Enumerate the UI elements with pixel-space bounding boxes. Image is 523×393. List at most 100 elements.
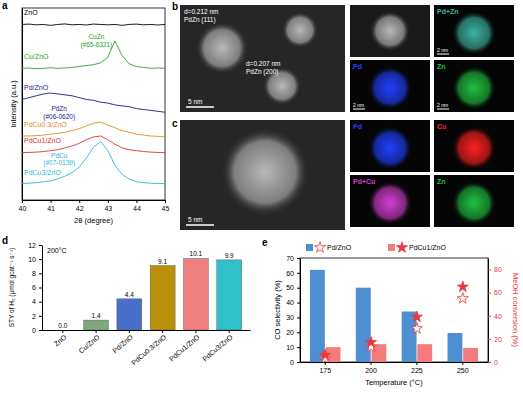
micrograph-panel: c5 nmPdCuPd+CuZn [172, 118, 514, 230]
annotation: PdZn [51, 105, 67, 112]
scale-bar [186, 106, 214, 108]
y2-axis-tick-label: 60 [494, 289, 502, 296]
bar [448, 333, 463, 362]
y-axis-tick: 70 [286, 255, 300, 262]
y-axis-title: Intensity (a.u.) [9, 80, 18, 128]
y-axis-tick-label: 70 [286, 255, 294, 262]
x-axis-tick-mark [79, 200, 80, 203]
x-axis-tick-label: 175 [319, 367, 331, 374]
x-axis-tick-mark [136, 200, 137, 203]
eds-signal [452, 126, 496, 170]
y-axis-tick-mark [297, 317, 300, 318]
x-axis-tick-mark [96, 330, 97, 333]
eds-signal [368, 126, 412, 170]
x-axis-tick-label: 250 [457, 367, 469, 374]
x-axis-tick-label: PdCu0.3/ZnO [130, 333, 168, 366]
panel-label: d [2, 235, 8, 246]
y2-axis-tick: 0 [488, 359, 498, 366]
annotation: (#07-0139) [43, 159, 75, 167]
x-axis: ZnOCu/ZnOPd/ZnOPdCu0.3/ZnOPdCu1/ZnOPdCu3… [43, 330, 251, 366]
x-axis-tick: 43 [104, 200, 112, 212]
series-label: Cu/ZnO [24, 53, 49, 60]
panel: a404142434445ZnOCu/ZnOPd/ZnOPdCu0.3/ZnOP… [2, 0, 169, 225]
plot-marks [84, 258, 242, 330]
series-line [22, 136, 165, 152]
panel: e175200225250010203040506070020406080Pd/… [262, 237, 520, 387]
x-axis-tick: 175 [319, 362, 331, 374]
star-marker [457, 281, 468, 292]
particle [282, 12, 318, 48]
x-axis-tick-mark [416, 362, 417, 365]
legend: Pd/ZnOPdCu1/ZnO [306, 242, 447, 253]
map-title: Zn [437, 63, 446, 70]
particle [370, 11, 410, 51]
y-axis-tick-mark [39, 259, 42, 260]
y-axis-tick: 6 [32, 284, 42, 291]
y-axis-tick-label: 40 [286, 299, 294, 306]
y-axis-tick-mark [297, 332, 300, 333]
bar [183, 258, 208, 330]
x-axis-tick-label: 40 [19, 205, 27, 212]
eds-signal [368, 66, 412, 110]
micrograph-panel: bd=0.212 nmPdZn (111)d=0.207 nmPdZn (200… [172, 1, 514, 112]
map-scale-label: 2 nm [437, 102, 448, 108]
annotation: (#65-6321) [80, 41, 112, 49]
series-label: Pd/ZnO [24, 84, 49, 91]
y-axis-tick: 2 [32, 313, 42, 320]
y-axis-tick-mark [297, 273, 300, 274]
y-axis-title: CO selectivity (%) [273, 280, 282, 340]
x-axis-tick-mark [325, 362, 326, 365]
y-axis-tick: 8 [32, 270, 42, 277]
scale-bar [186, 224, 214, 226]
x-axis-tick-label: 225 [411, 367, 423, 374]
plot-frame [300, 258, 488, 362]
x-axis-tick: PdCu1/ZnO [168, 330, 201, 363]
tem-image [180, 120, 345, 230]
data-label: 10.1 [190, 250, 203, 257]
x-axis-tick-label: 42 [76, 205, 84, 212]
x-axis-tick: Pd/ZnO [111, 330, 134, 354]
particle [221, 128, 309, 216]
y-axis-tick-label: 30 [286, 314, 294, 321]
eds-map [350, 60, 430, 112]
panel-label: b [172, 1, 178, 12]
x-axis-tick-label: PdCu3/ZnO [201, 333, 234, 362]
y-axis-tick: 40 [286, 299, 300, 306]
y2-axis-tick-label: 0 [494, 359, 498, 366]
y-axis-line [42, 246, 43, 331]
y2-axis: 020406080 [488, 259, 502, 366]
x-axis-tick-label: PdCu1/ZnO [168, 333, 201, 362]
x-axis-tick: 44 [133, 200, 141, 212]
y-axis-tick: 4 [32, 298, 42, 305]
x-axis-tick-mark [129, 330, 130, 333]
eds-map [350, 175, 430, 227]
data-label: 9.1 [158, 258, 167, 265]
bar [50, 330, 75, 331]
x-axis-tick-mark [162, 330, 163, 333]
x-axis-tick: PdCu3/ZnO [201, 330, 234, 363]
scale-bar-label: 5 nm [188, 98, 202, 105]
bar [417, 344, 432, 362]
map-scale-bar [437, 54, 449, 55]
series-label: PdCu1/ZnO [24, 137, 62, 144]
annotation: (#06-0620) [43, 113, 75, 121]
legend-label: Pd/ZnO [327, 244, 352, 251]
star-marker [411, 311, 422, 322]
image-annotation: d=0.207 nm [246, 60, 281, 67]
x-axis-tick: 42 [76, 200, 84, 212]
map-scale-label: 2 nm [353, 102, 364, 108]
legend-marker [314, 242, 325, 253]
series-line [22, 24, 165, 25]
y-axis-tick: 60 [286, 270, 300, 277]
y-axis [22, 9, 23, 201]
y-axis-tick-mark [39, 330, 42, 331]
x-axis-tick-mark [229, 330, 230, 333]
x-axis-tick: 225 [411, 362, 423, 374]
y-axis-tick-mark [297, 288, 300, 289]
y-axis-tick-mark [39, 273, 42, 274]
map-title: Pd [353, 123, 362, 130]
y-axis: 010203040506070 [286, 255, 300, 366]
image-annotation: PdZn (111) [184, 16, 216, 24]
series-line [22, 141, 165, 183]
data-label: 0.0 [58, 322, 67, 329]
